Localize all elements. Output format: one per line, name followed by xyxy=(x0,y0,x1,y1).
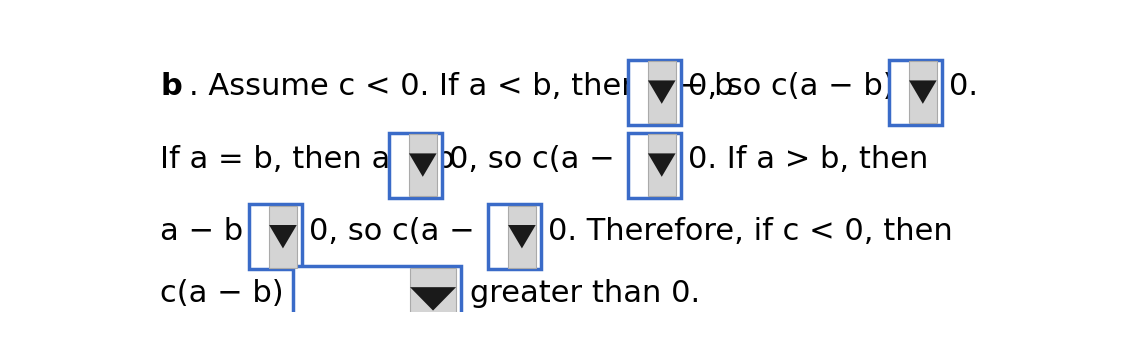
Polygon shape xyxy=(410,287,456,311)
Polygon shape xyxy=(909,80,936,104)
Text: 0. If a > b, then: 0. If a > b, then xyxy=(687,145,928,174)
Bar xyxy=(648,61,676,123)
Polygon shape xyxy=(409,153,436,177)
Text: c(a − b) is: c(a − b) is xyxy=(160,279,319,308)
Polygon shape xyxy=(648,80,676,104)
Bar xyxy=(293,266,461,331)
Text: greater than 0.: greater than 0. xyxy=(471,279,700,308)
Text: b: b xyxy=(160,72,183,101)
Bar xyxy=(488,204,541,269)
Polygon shape xyxy=(648,153,676,177)
Bar xyxy=(648,134,676,196)
Bar xyxy=(508,206,536,267)
Polygon shape xyxy=(508,225,536,249)
Bar xyxy=(270,206,297,267)
Bar xyxy=(249,204,301,269)
Bar xyxy=(410,268,456,330)
Text: 0. Therefore, if c < 0, then: 0. Therefore, if c < 0, then xyxy=(548,217,952,246)
Text: 0.: 0. xyxy=(949,72,978,101)
Bar xyxy=(909,61,936,123)
Bar xyxy=(388,133,442,198)
Bar xyxy=(628,133,681,198)
Bar xyxy=(628,60,681,125)
Text: a − b: a − b xyxy=(160,217,243,246)
Bar xyxy=(409,134,436,196)
Text: 0, so c(a − b): 0, so c(a − b) xyxy=(309,217,516,246)
Text: 0, so c(a − b): 0, so c(a − b) xyxy=(449,145,656,174)
Polygon shape xyxy=(270,225,297,249)
Bar xyxy=(888,60,942,125)
Text: . Assume c < 0. If a < b, then a − b: . Assume c < 0. If a < b, then a − b xyxy=(188,72,733,101)
Text: If a = b, then a − b: If a = b, then a − b xyxy=(160,145,455,174)
Text: 0, so c(a − b): 0, so c(a − b) xyxy=(687,72,894,101)
